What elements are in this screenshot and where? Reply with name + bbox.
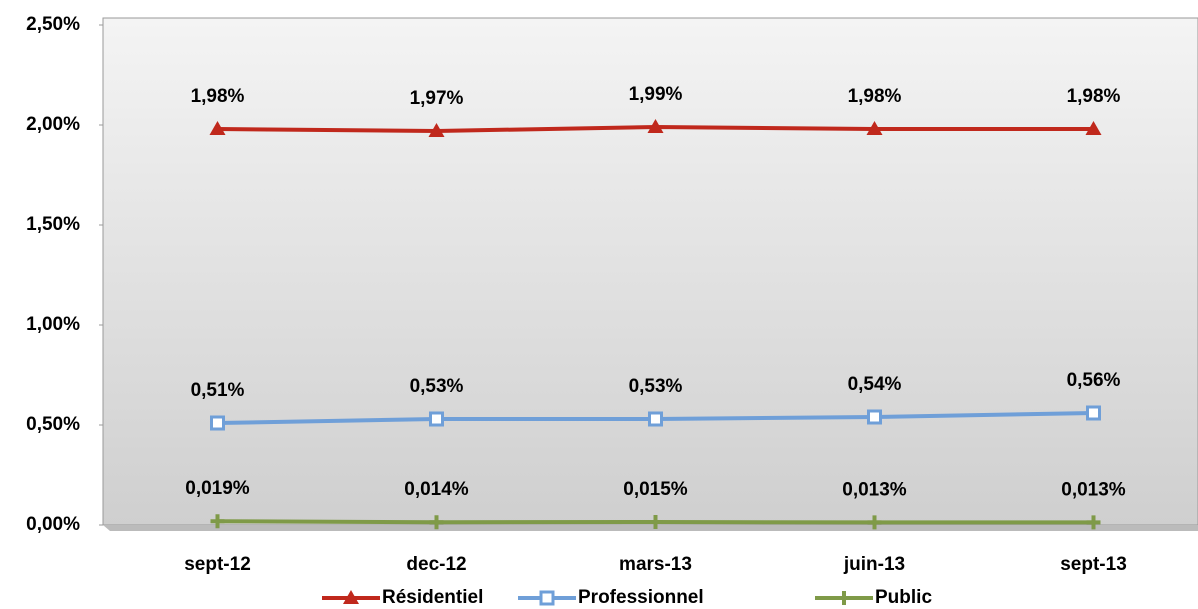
marker bbox=[867, 515, 882, 530]
marker bbox=[1085, 121, 1102, 135]
marker bbox=[429, 515, 444, 530]
y-tick-label: 1,00% bbox=[26, 314, 80, 335]
data-label: 0,013% bbox=[842, 479, 907, 500]
marker bbox=[539, 590, 555, 606]
data-label: 1,98% bbox=[848, 86, 902, 107]
x-tick-label: sept-12 bbox=[184, 554, 251, 575]
plot-area bbox=[102, 17, 1198, 526]
y-tick-label: 0,50% bbox=[26, 414, 80, 435]
data-label: 1,98% bbox=[191, 86, 245, 107]
y-tick-label: 0,00% bbox=[26, 514, 80, 535]
marker bbox=[647, 119, 664, 133]
marker bbox=[1086, 405, 1101, 421]
data-label: 0,54% bbox=[848, 374, 902, 395]
y-tick-label: 1,50% bbox=[26, 214, 80, 235]
legend-label: Public bbox=[875, 587, 932, 608]
data-label: 0,53% bbox=[410, 376, 464, 397]
x-tick-label: juin-13 bbox=[843, 554, 905, 575]
marker bbox=[343, 590, 359, 604]
legend-label: Résidentiel bbox=[382, 587, 483, 608]
marker bbox=[866, 121, 883, 135]
marker bbox=[210, 415, 225, 431]
y-tick-label: 2,00% bbox=[26, 114, 80, 135]
data-label: 0,019% bbox=[185, 478, 250, 499]
data-label: 0,53% bbox=[629, 376, 683, 397]
data-label: 1,97% bbox=[410, 88, 464, 109]
y-tick-label: 2,50% bbox=[26, 14, 80, 35]
data-label: 1,99% bbox=[629, 84, 683, 105]
data-label: 0,014% bbox=[404, 479, 469, 500]
marker bbox=[428, 123, 445, 137]
x-tick-label: mars-13 bbox=[619, 554, 692, 575]
data-label: 0,56% bbox=[1067, 370, 1121, 391]
data-label: 0,51% bbox=[191, 380, 245, 401]
x-tick-label: sept-13 bbox=[1060, 554, 1127, 575]
marker bbox=[648, 411, 663, 427]
data-label: 0,015% bbox=[623, 479, 688, 500]
data-label: 1,98% bbox=[1067, 86, 1121, 107]
marker bbox=[837, 591, 851, 605]
marker bbox=[210, 514, 225, 529]
data-label: 0,013% bbox=[1061, 479, 1126, 500]
marker bbox=[429, 411, 444, 427]
x-tick-label: dec-12 bbox=[406, 554, 466, 575]
plot-floor bbox=[103, 525, 1198, 531]
marker bbox=[648, 515, 663, 529]
marker bbox=[209, 121, 226, 135]
marker bbox=[867, 409, 882, 425]
legend-label: Professionnel bbox=[578, 587, 704, 608]
marker bbox=[1086, 515, 1101, 530]
